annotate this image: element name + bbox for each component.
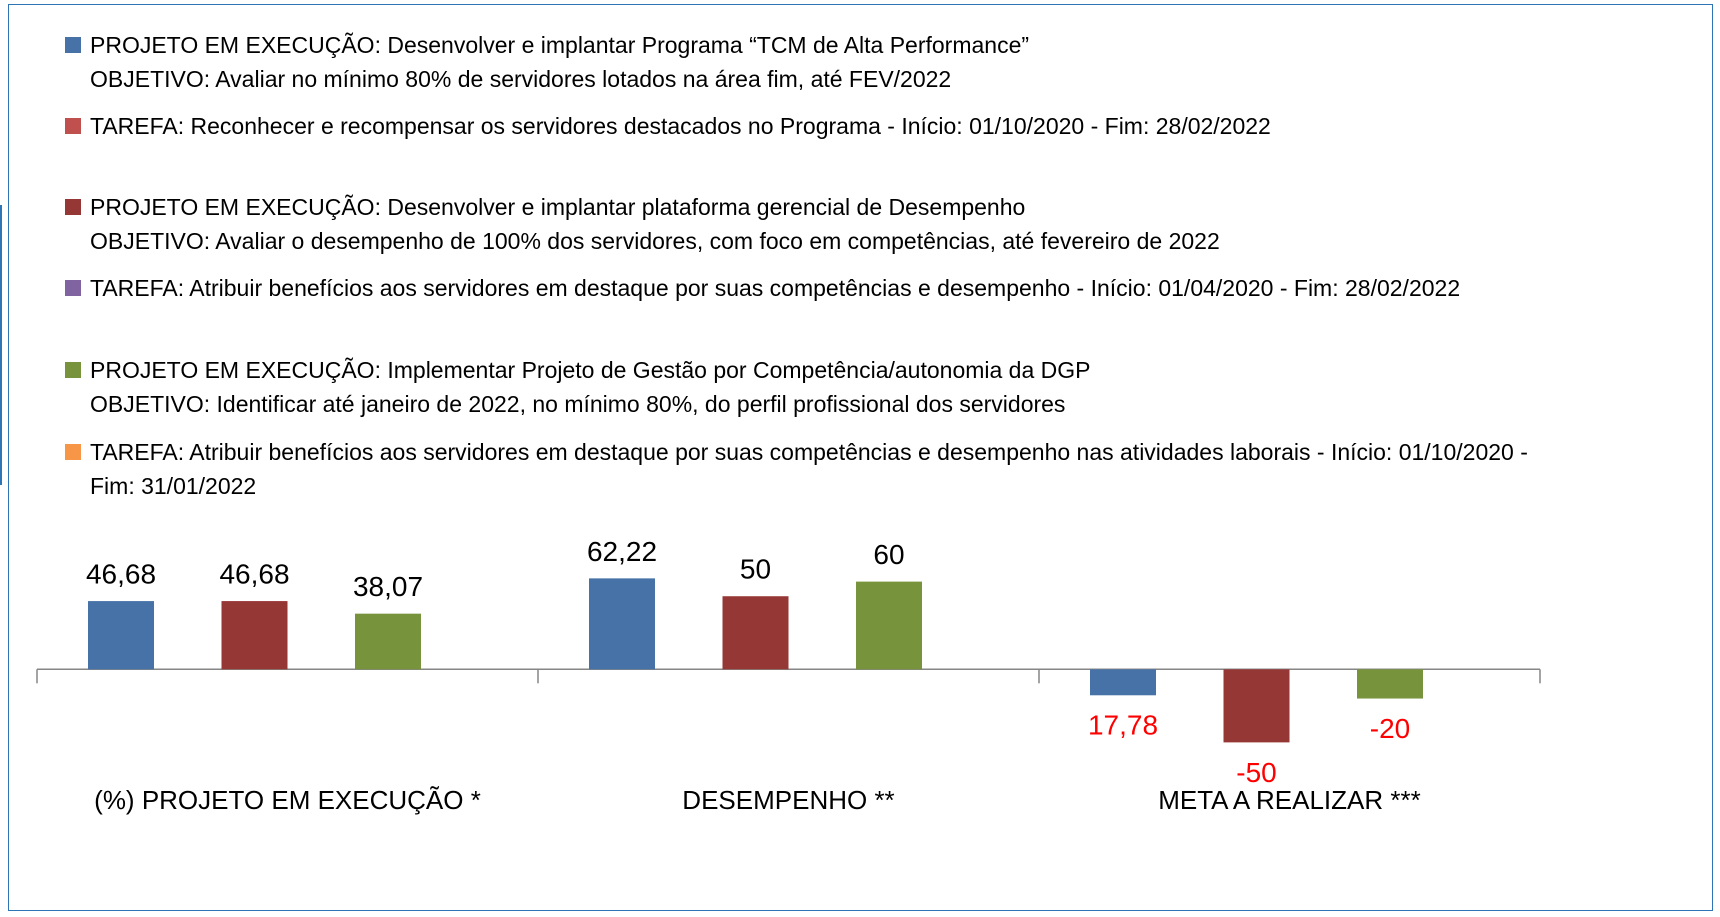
bar (88, 601, 154, 670)
legend-label: TAREFA: Atribuir benefícios aos servidor… (90, 275, 1461, 301)
x-tick-label: DESEMPENHO ** (682, 785, 894, 815)
legend-label: PROJETO EM EXECUÇÃO: Desenvolver e impla… (90, 194, 1220, 254)
legend-swatch (65, 362, 81, 378)
bar (1090, 669, 1156, 696)
legend-swatch (65, 280, 81, 296)
legend-label: TAREFA: Reconhecer e recompensar os serv… (90, 113, 1271, 139)
data-label: 62,22 (587, 536, 657, 567)
bar (1223, 669, 1290, 743)
legend-swatch (65, 37, 81, 53)
data-label: -20 (1370, 713, 1410, 744)
bar (722, 596, 789, 670)
data-label: 50 (740, 554, 771, 585)
bar (856, 581, 922, 670)
data-label: -50 (1236, 757, 1276, 788)
bar (221, 601, 288, 670)
data-label: 60 (873, 539, 904, 570)
x-tick-label: META A REALIZAR *** (1158, 785, 1421, 815)
frame (8, 4, 1713, 911)
legend-swatch (65, 199, 81, 215)
bar (1357, 669, 1423, 699)
legend-swatch (65, 444, 81, 460)
x-tick-label: (%) PROJETO EM EXECUÇÃO * (94, 785, 481, 815)
legend-label: TAREFA: Atribuir benefícios aos servidor… (90, 439, 1528, 499)
bar (589, 578, 655, 670)
legend-label: PROJETO EM EXECUÇÃO: Desenvolver e impla… (90, 32, 1030, 92)
data-label: 46,68 (219, 558, 289, 589)
data-label: 38,07 (353, 571, 423, 602)
data-label: 46,68 (86, 558, 156, 589)
data-label: 17,78 (1088, 710, 1158, 741)
bar (355, 613, 421, 670)
legend-swatch (65, 118, 81, 134)
side-border (0, 205, 2, 485)
legend-label: PROJETO EM EXECUÇÃO: Implementar Projeto… (90, 357, 1091, 417)
